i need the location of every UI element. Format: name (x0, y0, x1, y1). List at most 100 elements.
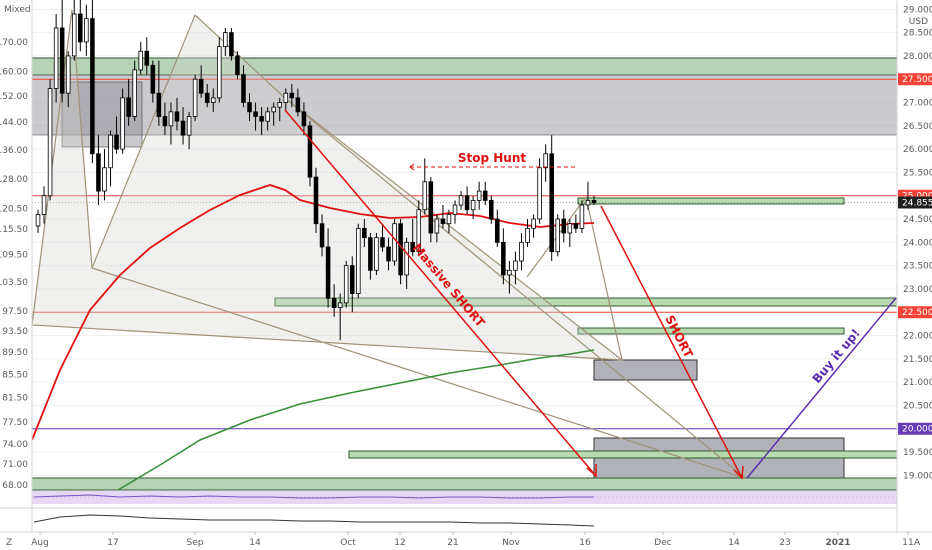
right-tick-label: 27.000 (903, 99, 932, 109)
candle-body (301, 111, 307, 127)
candle-body (229, 32, 234, 57)
candle-body (90, 18, 95, 155)
candle (247, 93, 252, 122)
massive-short-arrow (284, 109, 597, 477)
x-axis-ticks: Aug 17 Sep 14 Oct 12 21 Nov 16 Dec 14 23 2021 11 (31, 532, 914, 548)
left-tick-label: 103.50 (0, 278, 28, 288)
left-tick-label: 136.00 (0, 146, 28, 156)
buy-arrow (746, 297, 897, 479)
right-tick-label: 28.500 (903, 29, 932, 39)
massive-short-arrowhead (586, 464, 597, 478)
candle-body (313, 176, 319, 225)
left-scale-label[interactable]: Mixed (4, 5, 31, 15)
candle (253, 102, 258, 131)
candle-body (108, 134, 113, 169)
candle-body (458, 195, 464, 206)
candle-body (519, 241, 524, 262)
candle (114, 116, 119, 154)
candle (132, 60, 137, 122)
zones (31, 57, 898, 491)
candle (71, 0, 77, 61)
candle-body (144, 50, 150, 66)
candle-body (84, 18, 89, 43)
candle-body (525, 227, 530, 243)
candle (362, 219, 367, 247)
candle (301, 102, 307, 136)
candle-body (446, 213, 452, 225)
x-tick-label: 16 (579, 538, 591, 548)
x-tick-label: 17 (107, 538, 118, 548)
left-tick-label: 115.50 (0, 225, 28, 235)
candle (591, 195, 597, 206)
candle (337, 293, 343, 341)
candle (374, 233, 379, 275)
left-tick-label: 77.50 (2, 418, 28, 428)
candle-body (156, 92, 162, 117)
candle (295, 88, 301, 117)
short-arrowhead (733, 465, 744, 480)
auto-scale-button[interactable]: A (914, 538, 921, 548)
left-corner-label[interactable]: Z (6, 538, 12, 548)
left-tick-label: 120.50 (0, 204, 28, 214)
candle (476, 181, 482, 210)
left-tick-label: 109.50 (0, 251, 28, 261)
candle (53, 13, 59, 103)
candle (507, 260, 512, 294)
short-arrow (600, 205, 743, 479)
candle (525, 219, 530, 247)
candle (458, 191, 464, 210)
pattern-lower-trend (91, 267, 746, 479)
candle-body (543, 153, 548, 169)
candle-body (422, 181, 428, 211)
candle (126, 79, 131, 126)
candle-body (59, 27, 65, 94)
top-resistance-zone (31, 57, 898, 76)
candle-body (71, 13, 77, 57)
candle (283, 88, 289, 112)
candle (138, 41, 144, 75)
moving-average-red (31, 184, 595, 441)
candle (488, 195, 494, 224)
candle-body (398, 223, 403, 276)
candle-body (120, 97, 125, 150)
bottom-support-zone (31, 477, 898, 491)
candle (319, 214, 325, 257)
candle (174, 97, 180, 131)
candle-body (325, 246, 331, 299)
candle (144, 37, 150, 75)
left-tick-label: 144.00 (0, 118, 28, 128)
price-badge (898, 196, 932, 209)
candle (150, 60, 156, 103)
candle-body (591, 199, 597, 203)
candle (368, 233, 373, 280)
candle-body (495, 218, 500, 243)
candle-body (501, 241, 506, 276)
candle-body (374, 237, 379, 271)
candle-body (150, 64, 156, 94)
candle-body (319, 223, 325, 248)
candle (156, 60, 162, 126)
candle-body (392, 223, 397, 262)
candle-body (416, 209, 422, 253)
candle-body (283, 92, 289, 103)
candle (495, 209, 500, 247)
candle-body (96, 153, 101, 192)
candle (229, 27, 234, 61)
left-tick-label: 89.50 (2, 348, 28, 358)
candle-body (223, 32, 228, 48)
candle-body (410, 241, 415, 253)
candle (223, 27, 228, 56)
candle (96, 135, 101, 206)
pattern-lines (31, 9, 746, 479)
candle-body (180, 120, 186, 136)
right-tick-label: 24.000 (903, 238, 932, 248)
candle-body (579, 204, 585, 229)
right-tick-label: 26.500 (903, 122, 932, 132)
candle (446, 209, 452, 234)
x-tick-label: 14 (249, 538, 261, 548)
stop-hunt-arrowhead (409, 163, 415, 171)
candle-body (253, 111, 258, 117)
candle-body (192, 78, 198, 117)
candle (567, 219, 573, 247)
